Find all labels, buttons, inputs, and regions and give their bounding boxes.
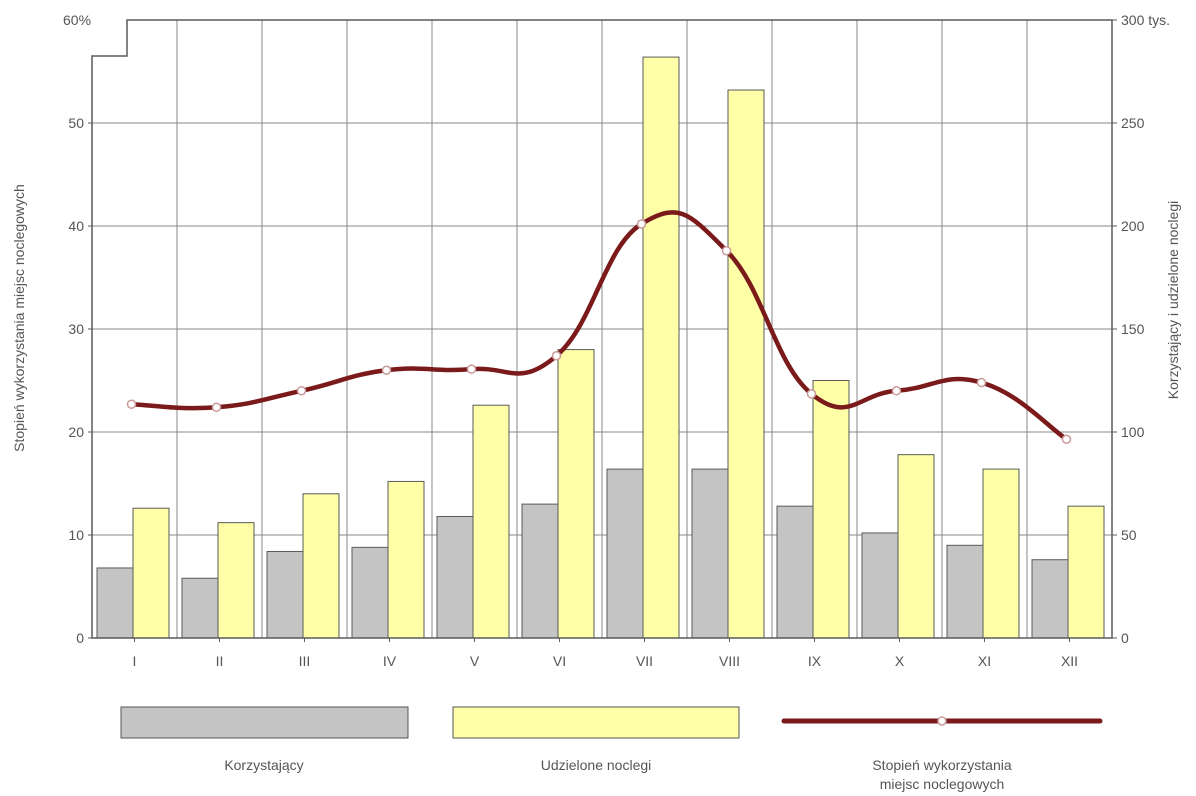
y-right-axis-title: Korzystający i udzielone noclegi: [1165, 201, 1181, 399]
y-right-tick-250: 250: [1121, 115, 1145, 131]
bar-noclegi-VIII: [727, 89, 765, 639]
bar-korzystajacy-I: [96, 567, 134, 639]
point-stopien-XII: [1061, 434, 1072, 444]
y-left-tick-60: 60%: [63, 12, 91, 28]
y-right-tick-100: 100: [1121, 424, 1145, 440]
point-stopien-VII: [636, 219, 647, 229]
y-left-tick-20: 20: [68, 424, 84, 440]
bar-noclegi-III: [302, 493, 340, 639]
point-stopien-I: [126, 399, 137, 409]
bar-noclegi-VI: [557, 349, 595, 639]
bar-noclegi-VII: [642, 56, 680, 639]
legend-label-stopien-line2: miejsc noclegowych: [880, 776, 1005, 792]
bar-korzystajacy-X: [861, 532, 899, 639]
bar-korzystajacy-VII: [606, 468, 644, 639]
legend-swatch-noclegi: [452, 706, 740, 739]
point-stopien-III: [296, 386, 307, 396]
line-layer: [126, 210, 1072, 444]
bar-noclegi-IX: [812, 380, 850, 639]
bar-noclegi-V: [472, 404, 510, 639]
point-stopien-V: [466, 364, 477, 374]
y-left-tick-10: 10: [68, 527, 84, 543]
bar-korzystajacy-IX: [776, 505, 814, 639]
legend-label-noclegi: Udzielone noclegi: [541, 757, 652, 773]
x-tick-I: I: [133, 653, 137, 669]
point-stopien-II: [211, 402, 222, 413]
y-left-axis-title: Stopień wykorzystania miejsc noclegowych: [11, 184, 27, 452]
legend-label-stopien-line1: Stopień wykorzystania: [872, 757, 1012, 773]
point-stopien-IV: [381, 365, 392, 375]
x-tick-XI: XI: [978, 653, 991, 669]
x-tick-VII: VII: [636, 653, 653, 669]
y-right-tick-50: 50: [1121, 527, 1137, 543]
y-left-tick-30: 30: [68, 321, 84, 337]
point-stopien-VIII: [721, 245, 732, 256]
point-stopien-VI: [551, 351, 562, 361]
bar-noclegi-IV: [387, 480, 425, 639]
bar-korzystajacy-XII: [1031, 559, 1069, 639]
legend-label-korzystajacy: Korzystający: [224, 757, 303, 773]
legend: Korzystający Udzielone noclegi Stopień w…: [120, 706, 1103, 792]
x-tick-V: V: [470, 653, 480, 669]
bar-noclegi-XI: [982, 468, 1020, 639]
y-right-tick-200: 200: [1121, 218, 1145, 234]
y-right-tick-300: 300 tys.: [1121, 12, 1170, 28]
point-stopien-XI: [976, 377, 987, 388]
bar-korzystajacy-III: [266, 550, 304, 639]
x-tick-II: II: [216, 653, 224, 669]
y-right-tick-0: 0: [1121, 630, 1129, 646]
point-stopien-X: [891, 386, 902, 396]
x-tick-IX: IX: [808, 653, 822, 669]
point-stopien-IX: [806, 389, 817, 399]
x-tick-IV: IV: [383, 653, 397, 669]
x-tick-X: X: [895, 653, 905, 669]
bar-korzystajacy-XI: [946, 544, 984, 639]
y-left-tick-40: 40: [68, 218, 84, 234]
bar-korzystajacy-VIII: [691, 468, 729, 639]
legend-swatch-stopien-marker: [937, 716, 947, 726]
x-tick-XII: XII: [1061, 653, 1078, 669]
bars: [96, 56, 1105, 639]
bar-noclegi-XII: [1067, 505, 1105, 639]
bar-noclegi-II: [217, 522, 255, 639]
y-left-tick-0: 0: [76, 630, 84, 646]
bar-korzystajacy-IV: [351, 546, 389, 639]
bar-korzystajacy-VI: [521, 503, 559, 639]
bar-noclegi-I: [132, 507, 170, 639]
bar-noclegi-X: [897, 454, 935, 639]
y-right-tick-150: 150: [1121, 321, 1145, 337]
legend-swatch-korzystajacy: [120, 706, 409, 739]
y-left-tick-50: 50: [68, 115, 84, 131]
line-stopien: [129, 210, 1069, 442]
x-tick-III: III: [299, 653, 311, 669]
x-tick-VI: VI: [553, 653, 566, 669]
x-tick-VIII: VIII: [719, 653, 740, 669]
bar-korzystajacy-II: [181, 577, 219, 639]
bar-korzystajacy-V: [436, 515, 474, 639]
